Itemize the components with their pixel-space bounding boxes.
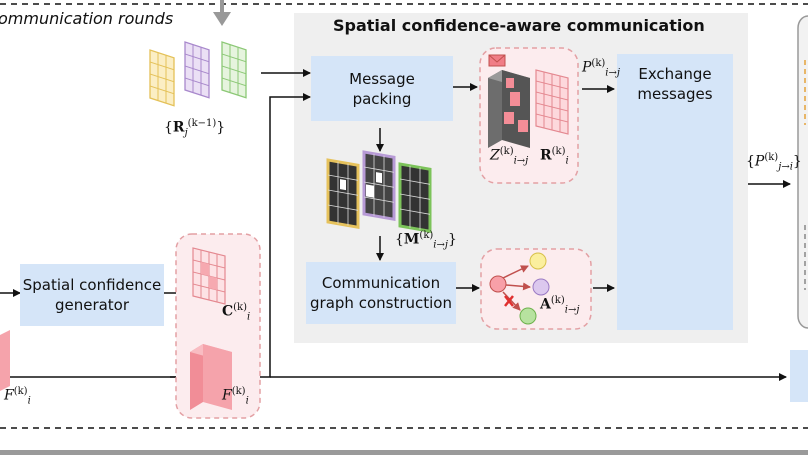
communication-rounds-label: ommunication rounds xyxy=(0,9,174,28)
communication-graph xyxy=(489,252,550,325)
generator-line2: generator xyxy=(54,296,130,314)
symbol-z: Z(k)i→j xyxy=(490,146,529,167)
request-map-grid xyxy=(535,69,569,135)
confidence-generator-block: Spatial confidence generator xyxy=(20,264,164,326)
symbol-m: {M(k)i→j} xyxy=(395,230,457,251)
symbol-r-prev: {Rj(k−1)} xyxy=(164,118,226,139)
left-feature-cube xyxy=(0,330,10,391)
symbol-a: A(k)i→j xyxy=(540,295,580,316)
symbol-f-left: F(k)i xyxy=(4,386,31,407)
symbol-r-i: R(k)i xyxy=(540,146,569,167)
envelope-icon xyxy=(488,54,506,67)
generator-line1: Spatial confidence xyxy=(22,276,162,294)
confidence-map-grid xyxy=(192,247,226,305)
message-packing-line1: Message xyxy=(349,69,415,88)
panel-title: Spatial confidence-aware communication xyxy=(333,16,705,35)
symbol-c: C(k)i xyxy=(222,302,251,323)
incoming-round-arrow xyxy=(213,12,231,26)
exchange-messages-block: Exchange messages xyxy=(617,54,733,330)
message-packing-block: Message packing xyxy=(311,56,453,121)
graph-construction-line2: graph construction xyxy=(310,294,452,312)
feature-map-cube xyxy=(190,344,232,410)
received-messages-grids xyxy=(149,41,247,107)
sparse-feature-map xyxy=(488,70,530,148)
symbol-p-ji: {P(k)j→i} xyxy=(746,152,802,173)
binary-masks xyxy=(326,150,432,234)
exchange-line2: messages xyxy=(637,85,713,103)
right-partial-block xyxy=(790,350,808,402)
exchange-line1: Exchange xyxy=(638,65,712,83)
symbol-p-ij: P(k)i→j xyxy=(582,58,620,79)
message-packing-line2: packing xyxy=(352,89,412,108)
graph-construction-line1: Communication xyxy=(321,274,441,292)
right-module-panel xyxy=(797,15,808,329)
graph-construction-block: Communication graph construction xyxy=(306,262,456,324)
symbol-f-mid: F(k)i xyxy=(222,386,249,407)
bottom-gray-bar xyxy=(0,450,808,455)
